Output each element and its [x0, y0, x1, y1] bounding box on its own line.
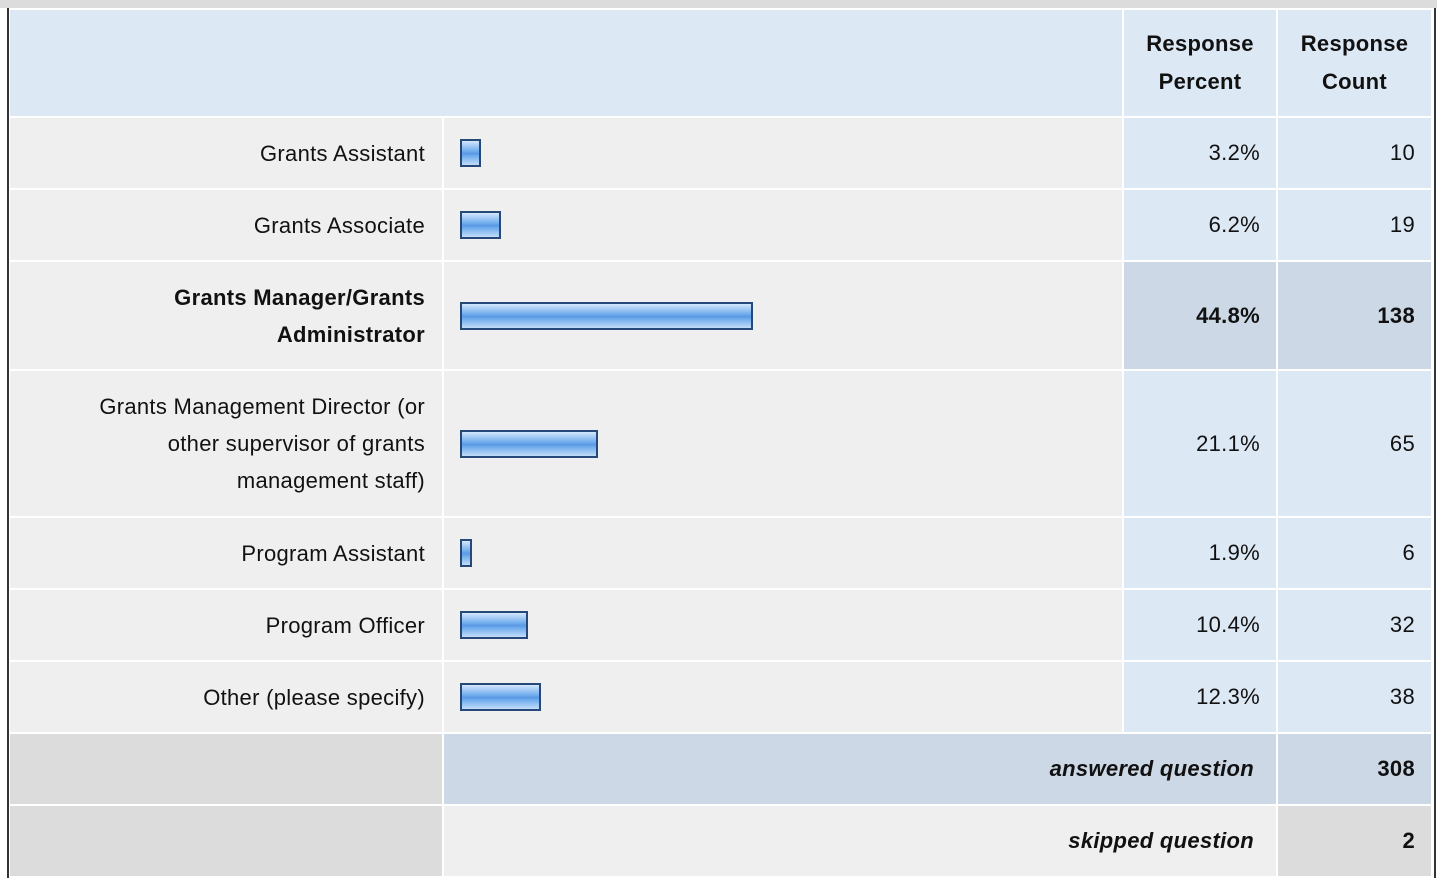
percent-label: 44.8% — [1124, 262, 1276, 369]
table: Response Percent Response Count Grants A… — [9, 8, 1433, 878]
results-table: Response Percent Response Count Grants A… — [7, 8, 1436, 878]
bar-cell — [444, 118, 1122, 188]
percent-label: 6.2% — [1124, 190, 1276, 260]
summary-row: answered question 308 — [10, 734, 1431, 804]
bar-cell — [444, 518, 1122, 588]
header-row: Response Percent Response Count — [10, 10, 1431, 116]
summary-value: 2 — [1278, 806, 1431, 876]
category-label: Program Officer — [265, 612, 425, 638]
bar — [460, 301, 754, 330]
bar-cell — [444, 371, 1122, 516]
bar-cell — [444, 662, 1122, 732]
label-cell: Grants Management Director (or other sup… — [10, 371, 442, 516]
bar — [460, 683, 541, 711]
label-cell: Other (please specify) — [10, 662, 442, 732]
summary-row: skipped question 2 — [10, 806, 1431, 876]
count-label: 138 — [1278, 262, 1431, 369]
count-label: 32 — [1278, 590, 1431, 660]
count-label: 6 — [1278, 518, 1431, 588]
summary-blank — [10, 734, 442, 804]
bar — [460, 429, 599, 458]
bar-cell — [444, 262, 1122, 369]
summary-label: answered question — [444, 734, 1276, 804]
percent-label: 3.2% — [1124, 118, 1276, 188]
count-label: 19 — [1278, 190, 1431, 260]
count-label: 65 — [1278, 371, 1431, 516]
category-label: Grants Assistant — [260, 140, 425, 166]
bar — [460, 539, 473, 567]
label-cell: Grants Manager/Grants Administrator — [10, 262, 442, 369]
category-label: Grants Management Director (or other sup… — [99, 394, 425, 493]
category-label: Grants Associate — [253, 212, 425, 238]
label-cell: Program Officer — [10, 590, 442, 660]
data-row: Grants Management Director (or other sup… — [10, 371, 1431, 516]
header-count: Response Count — [1278, 10, 1431, 116]
label-cell: Grants Assistant — [10, 118, 442, 188]
data-row: Program Officer 10.4% 32 — [10, 590, 1431, 660]
data-row: Grants Associate 6.2% 19 — [10, 190, 1431, 260]
bar-cell — [444, 590, 1122, 660]
top-strip — [0, 0, 1437, 8]
label-cell: Grants Associate — [10, 190, 442, 260]
category-label: Grants Manager/Grants Administrator — [174, 284, 425, 347]
data-row: Grants Manager/Grants Administrator 44.8%… — [10, 262, 1431, 369]
bar — [460, 139, 481, 167]
summary-blank — [10, 806, 442, 876]
percent-label: 10.4% — [1124, 590, 1276, 660]
label-cell: Program Assistant — [10, 518, 442, 588]
percent-label: 1.9% — [1124, 518, 1276, 588]
data-row: Grants Assistant 3.2% 10 — [10, 118, 1431, 188]
header-blank — [10, 10, 1122, 116]
category-label: Program Assistant — [241, 540, 425, 566]
bar — [460, 611, 529, 639]
bar-cell — [444, 190, 1122, 260]
summary-label: skipped question — [444, 806, 1276, 876]
bar — [460, 211, 501, 239]
data-row: Other (please specify) 12.3% 38 — [10, 662, 1431, 732]
data-row: Program Assistant 1.9% 6 — [10, 518, 1431, 588]
percent-label: 21.1% — [1124, 371, 1276, 516]
count-label: 38 — [1278, 662, 1431, 732]
category-label: Other (please specify) — [203, 684, 425, 710]
header-percent: Response Percent — [1124, 10, 1276, 116]
summary-value: 308 — [1278, 734, 1431, 804]
percent-label: 12.3% — [1124, 662, 1276, 732]
count-label: 10 — [1278, 118, 1431, 188]
